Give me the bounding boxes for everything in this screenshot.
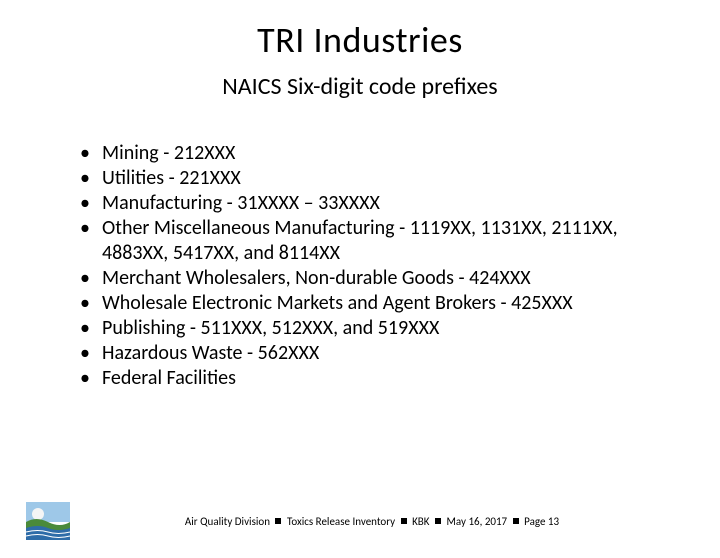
- separator-icon: [435, 518, 441, 524]
- list-item: Other Miscellaneous Manufacturing - 1119…: [70, 216, 680, 266]
- separator-icon: [401, 518, 407, 524]
- list-item: Publishing - 511XXX, 512XXX, and 519XXX: [70, 316, 680, 341]
- footer-part: KBK: [412, 515, 429, 528]
- slide-title: TRI Industries: [0, 18, 720, 62]
- slide-subtitle: NAICS Six-digit code prefixes: [0, 72, 720, 101]
- list-item: Manufacturing - 31XXXX – 33XXXX: [70, 191, 680, 216]
- footer-part: Air Quality Division: [185, 515, 270, 528]
- bullet-list-container: Mining - 212XXX Utilities - 221XXX Manuf…: [0, 141, 720, 391]
- agency-logo-icon: [24, 500, 72, 542]
- footer-part: May 16, 2017: [447, 515, 508, 528]
- footer-text: Air Quality Division Toxics Release Inve…: [72, 515, 720, 528]
- list-item: Merchant Wholesalers, Non-durable Goods …: [70, 266, 680, 291]
- list-item: Mining - 212XXX: [70, 141, 680, 166]
- list-item: Federal Facilities: [70, 366, 680, 391]
- separator-icon: [513, 518, 519, 524]
- list-item: Wholesale Electronic Markets and Agent B…: [70, 291, 680, 316]
- slide-footer: Air Quality Division Toxics Release Inve…: [0, 500, 720, 542]
- bullet-list: Mining - 212XXX Utilities - 221XXX Manuf…: [70, 141, 680, 391]
- separator-icon: [275, 518, 281, 524]
- list-item: Utilities - 221XXX: [70, 166, 680, 191]
- footer-part: Page 13: [524, 515, 559, 528]
- list-item: Hazardous Waste - 562XXX: [70, 341, 680, 366]
- footer-part: Toxics Release Inventory: [287, 515, 395, 528]
